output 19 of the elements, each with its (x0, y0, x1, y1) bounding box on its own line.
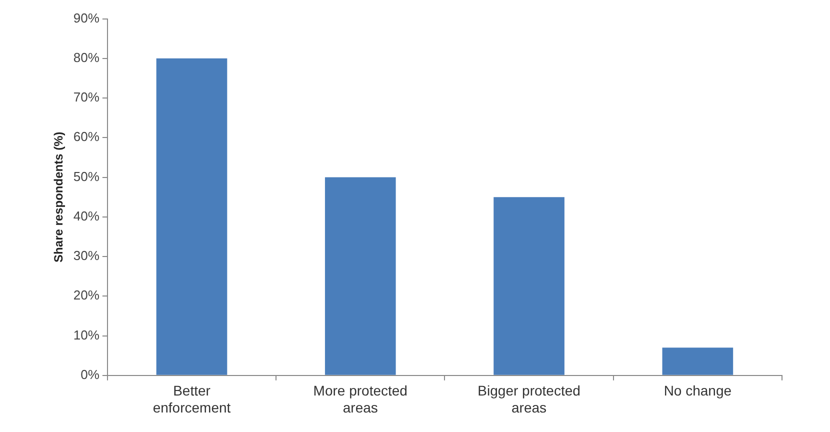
x-tick-label: Better enforcement (152, 382, 231, 416)
y-tick-label: 30% (73, 248, 100, 264)
x-tick-label: More protected areas (313, 382, 408, 416)
bar (156, 58, 228, 375)
y-tick-label: 10% (73, 327, 100, 342)
y-tick-label: 70% (73, 90, 100, 105)
y-tick-label: 90% (73, 10, 100, 26)
bar (324, 177, 396, 375)
y-tick-label: 80% (73, 50, 100, 65)
y-tick-label: 20% (73, 288, 100, 303)
x-tick-label: No change (664, 382, 732, 399)
y-axis-title: Share respondents (%) (52, 132, 66, 262)
y-tick-label: 40% (73, 208, 100, 224)
x-tick-label: Bigger protected areas (478, 382, 580, 416)
bar (494, 197, 564, 375)
y-tick-label: 50% (73, 168, 100, 184)
y-tick-label: 0% (80, 366, 100, 382)
y-tick-label: 60% (73, 129, 100, 144)
bar (662, 348, 734, 375)
